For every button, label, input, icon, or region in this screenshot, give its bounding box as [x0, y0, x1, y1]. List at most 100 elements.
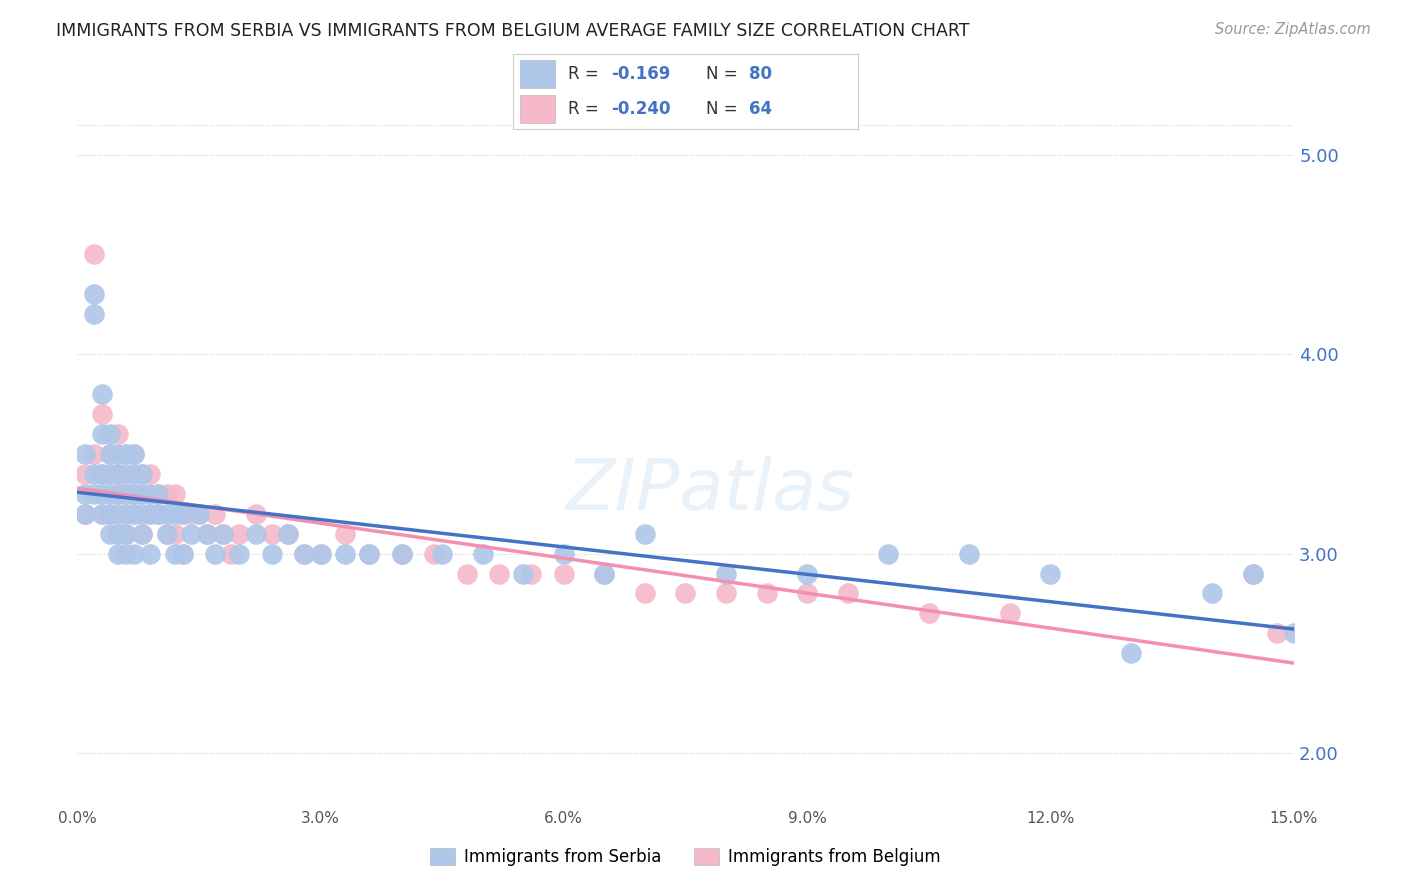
Point	[204, 547, 226, 561]
Point	[115, 526, 138, 541]
Point	[714, 566, 737, 581]
Text: N =: N =	[706, 65, 742, 83]
Point	[115, 507, 138, 521]
Point	[155, 487, 177, 501]
Point	[1039, 566, 1062, 581]
Point	[634, 586, 657, 600]
Point	[107, 507, 129, 521]
Point	[139, 487, 162, 501]
Point	[115, 447, 138, 461]
Point	[1121, 646, 1143, 660]
Point	[195, 526, 218, 541]
Point	[432, 547, 454, 561]
Point	[122, 547, 145, 561]
FancyBboxPatch shape	[520, 61, 554, 87]
Point	[260, 547, 283, 561]
Point	[228, 526, 250, 541]
Point	[90, 467, 112, 481]
Point	[148, 507, 170, 521]
Point	[98, 467, 121, 481]
Point	[1265, 626, 1288, 640]
Point	[148, 487, 170, 501]
Point	[155, 526, 177, 541]
Point	[188, 507, 211, 521]
Point	[155, 507, 177, 521]
Point	[107, 426, 129, 441]
Point	[115, 487, 138, 501]
Point	[90, 507, 112, 521]
Point	[83, 247, 105, 261]
Point	[837, 586, 859, 600]
Point	[877, 547, 900, 561]
Point	[83, 447, 105, 461]
Point	[796, 586, 818, 600]
Point	[107, 547, 129, 561]
Point	[714, 586, 737, 600]
Point	[221, 547, 243, 561]
Point	[292, 547, 315, 561]
Point	[98, 507, 121, 521]
Point	[75, 507, 97, 521]
Point	[1241, 566, 1264, 581]
Point	[90, 487, 112, 501]
Point	[212, 526, 235, 541]
Point	[122, 467, 145, 481]
Point	[75, 487, 97, 501]
Point	[309, 547, 332, 561]
Point	[333, 526, 356, 541]
Point	[131, 487, 153, 501]
Point	[107, 526, 129, 541]
Point	[593, 566, 616, 581]
Point	[98, 467, 121, 481]
Point	[1201, 586, 1223, 600]
Point	[90, 467, 112, 481]
Point	[115, 487, 138, 501]
Point	[98, 487, 121, 501]
Point	[163, 487, 186, 501]
Point	[675, 586, 697, 600]
Point	[245, 507, 267, 521]
Text: Source: ZipAtlas.com: Source: ZipAtlas.com	[1215, 22, 1371, 37]
Point	[83, 287, 105, 301]
Point	[1282, 626, 1305, 640]
Point	[957, 547, 980, 561]
Point	[90, 426, 112, 441]
Point	[998, 607, 1021, 621]
Point	[75, 447, 97, 461]
Point	[456, 566, 478, 581]
Point	[148, 507, 170, 521]
Text: IMMIGRANTS FROM SERBIA VS IMMIGRANTS FROM BELGIUM AVERAGE FAMILY SIZE CORRELATIO: IMMIGRANTS FROM SERBIA VS IMMIGRANTS FRO…	[56, 22, 970, 40]
Point	[163, 526, 186, 541]
Point	[277, 526, 299, 541]
Point	[122, 447, 145, 461]
Point	[553, 547, 575, 561]
Point	[634, 526, 657, 541]
Point	[180, 526, 202, 541]
Point	[359, 547, 381, 561]
Point	[115, 467, 138, 481]
Text: R =: R =	[568, 100, 605, 118]
Point	[107, 487, 129, 501]
Point	[131, 507, 153, 521]
Point	[512, 566, 534, 581]
Point	[98, 447, 121, 461]
Point	[188, 507, 211, 521]
Point	[172, 547, 194, 561]
Point	[90, 387, 112, 401]
Point	[593, 566, 616, 581]
Text: -0.240: -0.240	[612, 100, 671, 118]
Point	[115, 447, 138, 461]
Point	[107, 467, 129, 481]
Point	[75, 507, 97, 521]
Point	[520, 566, 543, 581]
Point	[98, 426, 121, 441]
Point	[918, 607, 941, 621]
Point	[163, 547, 186, 561]
Point	[309, 547, 332, 561]
Text: 80: 80	[749, 65, 772, 83]
Point	[260, 526, 283, 541]
Point	[172, 507, 194, 521]
Text: 64: 64	[749, 100, 772, 118]
Point	[172, 547, 194, 561]
Point	[488, 566, 510, 581]
